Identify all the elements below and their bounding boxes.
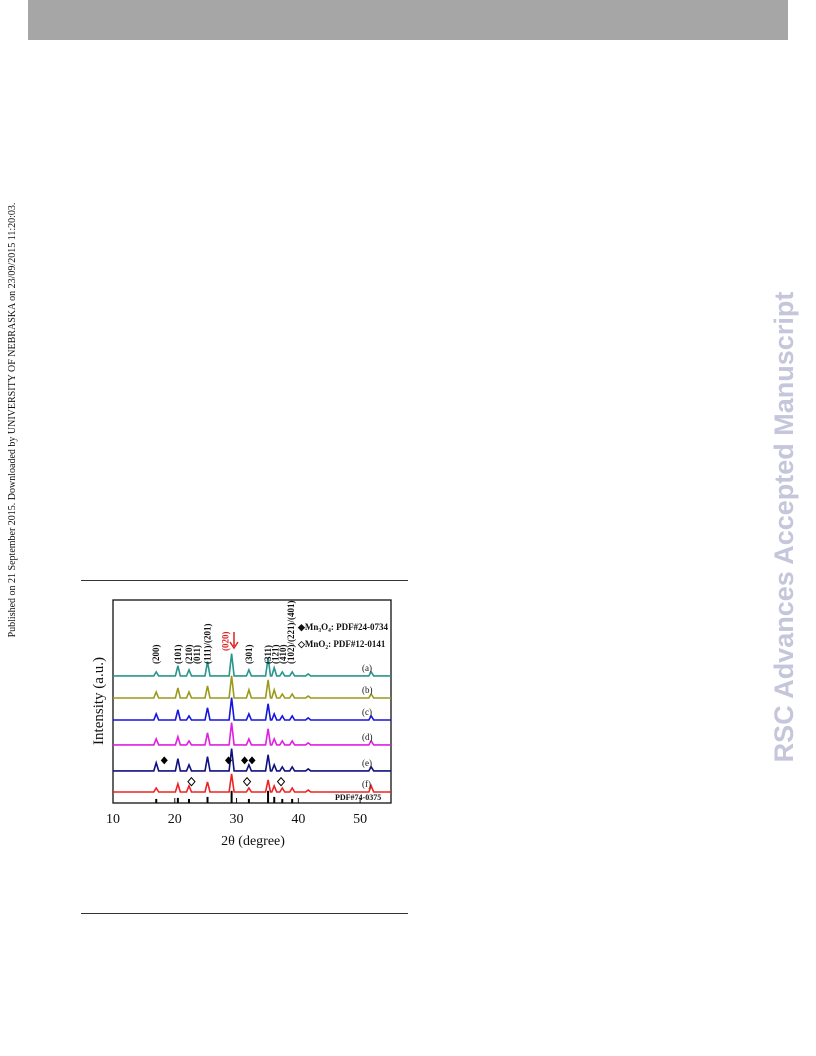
peak-label: (111)/(201) — [203, 624, 213, 665]
x-tick-label: 20 — [168, 812, 182, 827]
plot-frame — [112, 599, 392, 804]
series-line — [113, 748, 391, 772]
peak-label: (020) — [220, 632, 230, 652]
open-marker — [187, 776, 196, 787]
phase-legend: ◆Mn₃O₄: PDF#24-0734 — [297, 622, 389, 632]
series-line — [113, 697, 391, 721]
rule — [81, 580, 408, 581]
x-tick-label: 40 — [291, 812, 305, 827]
peak-label: (121) — [270, 645, 280, 665]
series-label: (e) — [362, 758, 372, 768]
x-tick-label: 50 — [353, 812, 367, 827]
series-label: (b) — [362, 685, 373, 695]
x-tick-label: 30 — [230, 812, 244, 827]
open-marker — [242, 776, 252, 787]
series-line — [113, 722, 391, 746]
series-label: (c) — [362, 707, 372, 717]
peak-label: (301) — [244, 645, 254, 665]
series-label: (f) — [362, 779, 371, 789]
series-line — [113, 653, 391, 677]
peak-label: (011) — [192, 645, 202, 664]
peak-label: (311) — [263, 645, 273, 664]
x-axis-label: 2θ (degree) — [221, 834, 285, 849]
phase-legend: ◇MnO₂: PDF#12-0141 — [297, 639, 386, 649]
reference-label: PDF#74-0375 — [335, 793, 381, 802]
open-marker — [276, 776, 286, 787]
header-bar — [28, 0, 788, 40]
peak-label: (101) — [173, 645, 183, 665]
y-axis-label: Intensity (a.u.) — [91, 657, 107, 745]
sidebar-note: Published on 21 September 2015. Download… — [7, 203, 18, 638]
filled-marker — [225, 756, 233, 765]
peak-label: (102)/(221)/(401) — [286, 601, 296, 664]
series-label: (a) — [362, 663, 372, 673]
filled-marker — [241, 756, 249, 765]
peak-label: (200) — [151, 645, 161, 665]
x-tick-label: 10 — [106, 812, 120, 827]
watermark: RSC Advances Accepted Manuscript — [769, 292, 799, 763]
series-line — [113, 773, 391, 793]
peak-label: (210) — [184, 645, 194, 665]
filled-marker — [248, 756, 256, 765]
filled-marker — [160, 756, 168, 765]
rule — [81, 913, 408, 914]
arrow — [229, 632, 239, 650]
series-label: (d) — [362, 732, 373, 742]
series-line — [113, 675, 391, 699]
peak-label: (410) — [278, 645, 288, 665]
